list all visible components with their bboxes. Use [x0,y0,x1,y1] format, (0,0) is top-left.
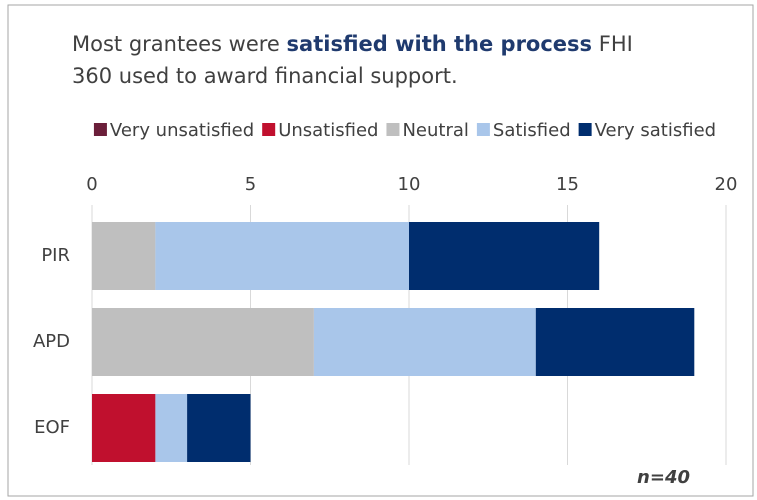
x-tick-label: 5 [245,174,256,195]
chart-title: Most grantees were satisfied with the pr… [72,28,633,92]
legend-label: Satisfied [493,120,571,141]
bar-segment [187,394,251,462]
legend-label: Unsatisfied [278,120,378,141]
bar-segment [92,222,156,290]
title-part: 360 used to award financial support. [72,64,458,88]
title-part: FHI [598,32,633,56]
legend-swatch [476,123,490,136]
bar-segment [155,394,188,462]
y-tick-label: PIR [41,245,70,266]
bar-segment [313,308,536,376]
bar-segment [92,308,314,376]
legend-label: Neutral [402,120,468,141]
title-part: Most grantees were [72,32,280,56]
x-tick-label: 20 [715,174,738,195]
legend-swatch [578,123,592,136]
legend-label: Very satisfied [595,120,716,141]
frame [7,4,754,497]
y-tick-label: EOF [34,417,70,438]
legend-swatch [93,123,107,136]
bar-segment [155,222,409,290]
x-tick-label: 10 [398,174,421,195]
bar-segment [92,394,156,462]
bar-segment [409,222,600,290]
legend-swatch [262,123,276,136]
title-part: satisfied with the process [286,32,593,56]
annotation: n=40 [637,467,690,488]
y-tick-label: APD [33,331,70,352]
legend-swatch [386,123,400,136]
bar-segment [535,308,695,376]
x-tick-label: 15 [556,174,579,195]
legend-label: Very unsatisfied [110,120,254,141]
x-tick-label: 0 [86,174,97,195]
